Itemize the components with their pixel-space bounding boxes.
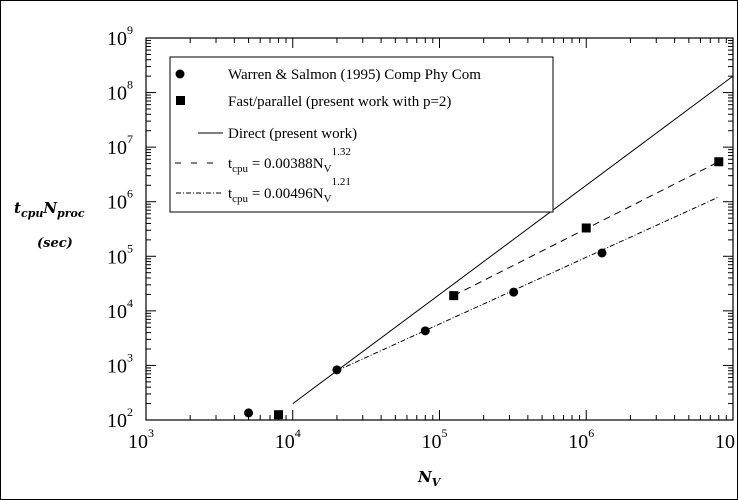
legend: Warren & Salmon (1995) Comp Phy Com Fast… [175, 67, 481, 205]
y-tick-label: 103 [107, 350, 133, 377]
y-tick-label: 107 [107, 132, 133, 159]
x-axis-label: NV [417, 468, 442, 489]
data-point-square [714, 157, 724, 167]
series-layer [244, 75, 734, 420]
data-point-circle [332, 365, 342, 375]
y-axis-units: (sec) [37, 236, 73, 251]
x-tick-labels: 103 104 105 106 10 [128, 426, 735, 453]
y-tick-label: 105 [107, 241, 133, 268]
series-line-solid [292, 75, 734, 405]
data-point-circle [509, 287, 519, 297]
x-tick-label: 103 [128, 426, 154, 453]
series-line-dotdash [336, 196, 720, 372]
data-point-circle [420, 326, 430, 336]
legend-label-direct: Direct (present work) [228, 126, 357, 142]
y-tick-label: 108 [107, 78, 133, 105]
axis-ticks [145, 37, 734, 421]
y-axis-label: tcpuNproc [14, 199, 85, 220]
legend-label-warren: Warren & Salmon (1995) Comp Phy Com [228, 67, 481, 83]
x-tick-label: 105 [422, 426, 448, 453]
y-tick-label: 104 [107, 296, 133, 323]
data-point-circle [244, 408, 254, 418]
y-tick-label: 109 [107, 23, 133, 50]
x-tick-label: 104 [275, 426, 301, 453]
data-point-square [449, 291, 459, 301]
y-tick-labels: 102 103 104 105 106 107 108 109 [107, 23, 133, 432]
data-point-circle [597, 248, 607, 258]
legend-label-fit-132: tcpu = 0.00388NV1.32 [228, 146, 351, 175]
y-tick-label: 106 [107, 187, 133, 214]
legend-label-fast: Fast/parallel (present work with p=2) [228, 94, 451, 110]
legend-marker-square [176, 96, 185, 105]
legend-label-fit-121: tcpu = 0.00496NV1.21 [228, 176, 351, 205]
x-tick-label: 10 [715, 431, 735, 453]
data-point-square [274, 410, 284, 420]
y-tick-label: 102 [107, 405, 133, 432]
legend-box [169, 56, 554, 213]
x-tick-label: 106 [568, 426, 594, 453]
legend-marker-circle [175, 69, 185, 79]
data-point-square [581, 223, 591, 233]
